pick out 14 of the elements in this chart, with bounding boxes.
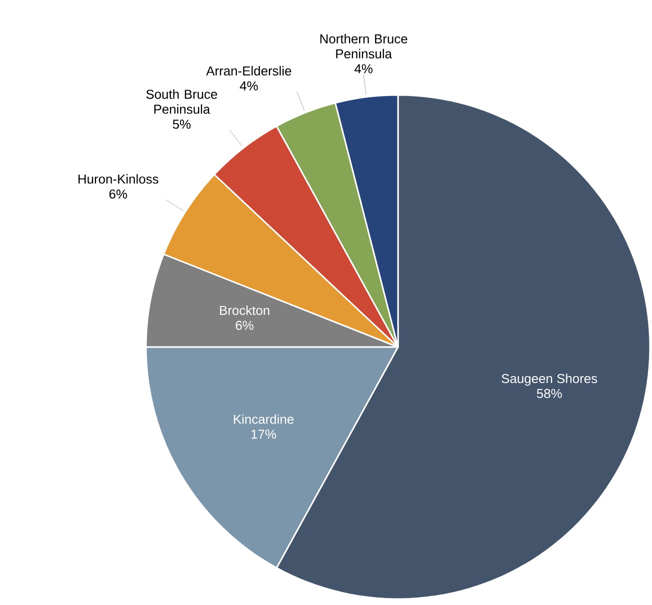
slice-label: Northern Bruce Peninsula — [320, 34, 408, 58]
slice-label: Huron-Kinloss — [78, 174, 158, 184]
slice-label: Brockton — [220, 305, 270, 315]
data-label: 6% — [236, 320, 254, 330]
data-label: 58% — [536, 388, 562, 398]
data-label: 4% — [240, 81, 258, 90]
slice-label: Arran-Elderslie — [206, 66, 292, 76]
slice-label: Saugeen Shores — [502, 374, 598, 386]
data-label: 4% — [354, 64, 372, 74]
data-label: 5% — [172, 120, 191, 129]
slice-label: South Bruce Peninsula — [146, 89, 218, 114]
data-label: 17% — [252, 430, 276, 439]
data-label: 6% — [109, 189, 128, 199]
slice-label: Kincardine — [234, 414, 294, 424]
